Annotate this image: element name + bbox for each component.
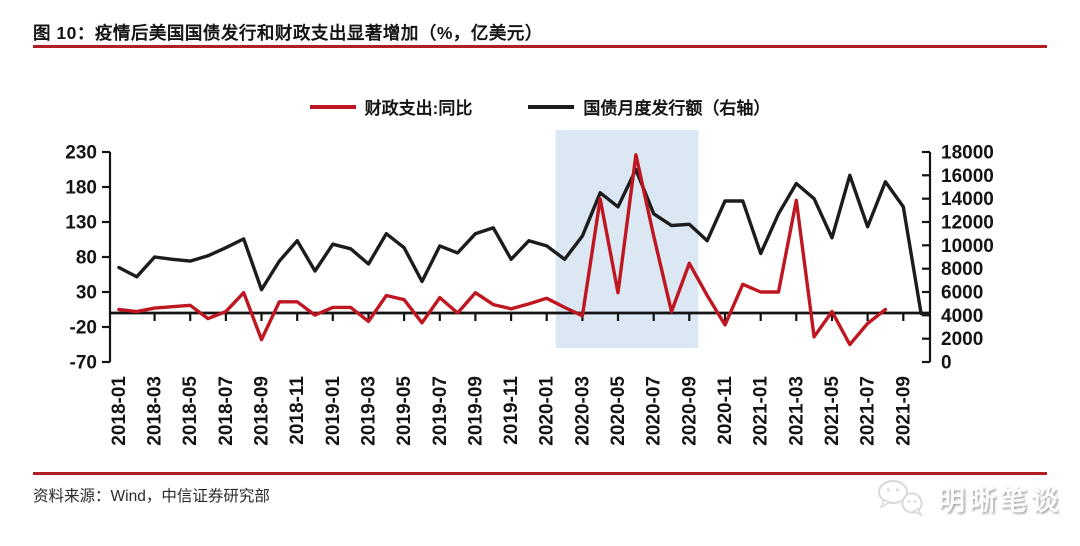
x-axis-tick-label: 2020-07	[644, 376, 665, 446]
chart-legend: 财政支出:同比 国债月度发行额（右轴）	[0, 94, 1080, 119]
title-underline	[33, 45, 1047, 48]
treasury-issuance-line	[117, 167, 923, 316]
fiscal-spending-line	[117, 153, 888, 347]
left-axis-tick-label: 80	[76, 248, 97, 269]
left-axis-tick-label: 130	[65, 213, 97, 234]
x-axis-tick-label: 2021-07	[858, 376, 879, 446]
figure-title: 图 10：疫情后美国国债发行和财政支出显著增加（%，亿美元）	[33, 23, 543, 43]
x-axis-tick-label: 2019-11	[501, 376, 522, 445]
left-axis	[102, 150, 112, 364]
x-axis-tick-label: 2018-01	[109, 376, 130, 446]
x-axis-tick-label: 2021-05	[822, 376, 843, 446]
watermark-label: 明晰笔谈	[938, 485, 1062, 516]
footer-rule	[33, 472, 1047, 475]
x-axis	[110, 311, 930, 321]
x-axis-tick-label: 2020-09	[679, 376, 700, 446]
right-axis-tick-label: 18000	[941, 143, 994, 164]
right-axis-tick-label: 8000	[941, 259, 983, 280]
right-axis-tick-label: 2000	[941, 329, 983, 350]
x-axis-tick-label: 2020-03	[572, 376, 593, 446]
left-axis-tick-label: -70	[70, 353, 97, 374]
x-axis-tick-label: 2018-05	[180, 376, 201, 446]
right-axis-tick-label: 16000	[941, 166, 994, 187]
pandemic-highlight-band	[555, 130, 699, 348]
x-axis-tick-label: 2021-01	[751, 376, 772, 446]
legend-label-treasury-issuance: 国债月度发行额（右轴）	[583, 99, 771, 118]
x-axis-tick-label: 2018-07	[216, 376, 237, 446]
legend-item-treasury-issuance: 国债月度发行额（右轴）	[528, 94, 770, 119]
legend-label-fiscal-spending: 财政支出:同比	[364, 99, 473, 118]
left-axis-tick-label: 180	[65, 178, 97, 199]
legend-item-fiscal-spending: 财政支出:同比	[309, 94, 473, 119]
x-axis-tick-label: 2021-03	[786, 376, 807, 446]
right-axis-tick-label: 0	[941, 353, 952, 374]
x-axis-tick-label: 2018-09	[252, 376, 273, 446]
right-axis	[922, 150, 932, 364]
x-axis-tick-label: 2020-01	[537, 376, 558, 446]
left-axis-tick-label: -20	[70, 318, 97, 339]
left-axis-tick-label: 30	[76, 283, 97, 304]
x-axis-tick-label: 2019-05	[394, 376, 415, 446]
left-axis-tick-label: 230	[65, 143, 97, 164]
right-axis-tick-label: 14000	[941, 189, 994, 210]
right-axis-tick-label: 10000	[941, 236, 994, 257]
right-axis-tick-label: 6000	[941, 283, 983, 304]
x-axis-tick-label: 2020-11	[715, 376, 736, 445]
x-axis-tick-label: 2018-11	[287, 376, 308, 445]
right-axis-tick-label: 12000	[941, 213, 994, 234]
x-axis-tick-label: 2018-03	[145, 376, 166, 446]
wechat-icon	[878, 480, 923, 517]
legend-swatch-black-line	[528, 104, 575, 109]
x-axis-tick-label: 2019-01	[323, 376, 344, 446]
x-axis-tick-label: 2019-07	[430, 376, 451, 446]
right-axis-tick-label: 4000	[941, 306, 983, 327]
x-axis-tick-label: 2019-09	[465, 376, 486, 446]
x-axis-tick-label: 2021-09	[893, 376, 914, 446]
x-axis-tick-label: 2020-05	[608, 376, 629, 446]
legend-swatch-red-line	[309, 104, 356, 109]
watermark: 明晰笔谈	[874, 478, 1062, 518]
x-axis-tick-label: 2019-03	[359, 376, 380, 446]
source-note: 资料来源：Wind，中信证券研究部	[33, 488, 270, 505]
